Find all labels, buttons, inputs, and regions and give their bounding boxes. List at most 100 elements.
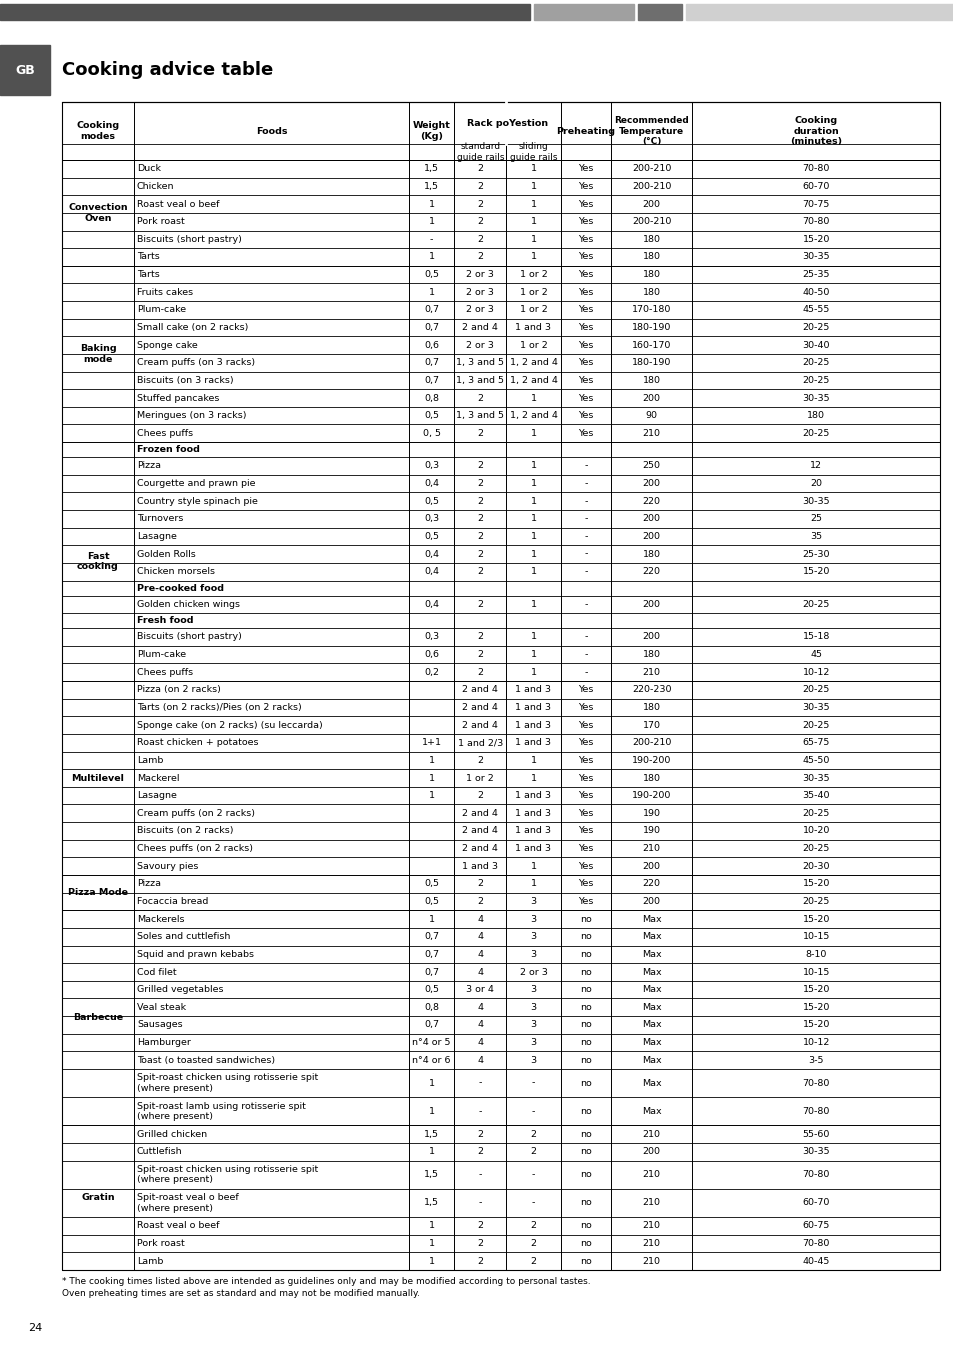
Text: Max: Max bbox=[641, 1038, 660, 1048]
Text: Savoury pies: Savoury pies bbox=[137, 861, 198, 871]
Text: 2: 2 bbox=[476, 182, 483, 190]
Text: 20-25: 20-25 bbox=[801, 721, 829, 729]
Text: Spit-roast chicken using rotisserie spit
(where present): Spit-roast chicken using rotisserie spit… bbox=[137, 1073, 318, 1092]
Text: 0,3: 0,3 bbox=[424, 632, 438, 641]
Text: Cooking
duration
(minutes): Cooking duration (minutes) bbox=[789, 116, 841, 146]
Text: 60-70: 60-70 bbox=[801, 182, 829, 190]
Text: 2: 2 bbox=[476, 394, 483, 402]
Text: 220: 220 bbox=[642, 567, 659, 576]
Text: Yes: Yes bbox=[578, 791, 593, 801]
Text: Yes: Yes bbox=[578, 861, 593, 871]
Text: Yes: Yes bbox=[578, 235, 593, 244]
Text: no: no bbox=[579, 1038, 591, 1048]
Text: Spit-roast veal o beef
(where present): Spit-roast veal o beef (where present) bbox=[137, 1193, 238, 1212]
Text: 1: 1 bbox=[530, 549, 536, 559]
Text: Biscuits (on 3 racks): Biscuits (on 3 racks) bbox=[137, 375, 233, 385]
Text: -: - bbox=[583, 549, 587, 559]
Text: 1: 1 bbox=[530, 879, 536, 888]
Text: 2 and 4: 2 and 4 bbox=[462, 844, 497, 853]
Text: 4: 4 bbox=[476, 1038, 483, 1048]
Text: 1: 1 bbox=[530, 429, 536, 437]
Text: 1, 2 and 4: 1, 2 and 4 bbox=[509, 375, 557, 385]
Text: 2 and 4: 2 and 4 bbox=[462, 721, 497, 729]
Text: 250: 250 bbox=[642, 462, 659, 470]
Text: no: no bbox=[579, 1003, 591, 1011]
Text: 210: 210 bbox=[642, 429, 659, 437]
Text: Grilled chicken: Grilled chicken bbox=[137, 1130, 207, 1139]
Text: 0,7: 0,7 bbox=[424, 968, 438, 976]
Text: 15-20: 15-20 bbox=[801, 567, 829, 576]
Text: no: no bbox=[579, 1239, 591, 1247]
Text: 1 and 3: 1 and 3 bbox=[515, 686, 551, 694]
Text: Max: Max bbox=[641, 986, 660, 994]
Text: 200: 200 bbox=[642, 394, 659, 402]
Text: 4: 4 bbox=[476, 1021, 483, 1030]
Text: 180: 180 bbox=[642, 375, 659, 385]
Text: no: no bbox=[579, 933, 591, 941]
Text: Fruits cakes: Fruits cakes bbox=[137, 288, 193, 297]
Text: 0,6: 0,6 bbox=[424, 651, 438, 659]
Text: 3: 3 bbox=[530, 933, 536, 941]
Text: 1: 1 bbox=[428, 756, 435, 765]
Text: 210: 210 bbox=[642, 844, 659, 853]
Text: 2 or 3: 2 or 3 bbox=[519, 968, 547, 976]
Text: Cooking
modes: Cooking modes bbox=[76, 122, 119, 140]
Text: Tarts (on 2 racks)/Pies (on 2 racks): Tarts (on 2 racks)/Pies (on 2 racks) bbox=[137, 703, 301, 711]
Text: 2: 2 bbox=[476, 1257, 483, 1266]
Text: Max: Max bbox=[641, 1056, 660, 1065]
Text: 1: 1 bbox=[530, 756, 536, 765]
Text: 45-50: 45-50 bbox=[801, 756, 829, 765]
Text: Yes: Yes bbox=[578, 412, 593, 420]
Text: Preheating: Preheating bbox=[556, 127, 615, 135]
Text: Yes: Yes bbox=[578, 323, 593, 332]
Text: 4: 4 bbox=[476, 1056, 483, 1065]
Text: 0, 5: 0, 5 bbox=[422, 429, 440, 437]
Text: 2: 2 bbox=[476, 252, 483, 262]
Text: 0,7: 0,7 bbox=[424, 305, 438, 315]
Text: Mackerels: Mackerels bbox=[137, 914, 184, 923]
Text: Fast
cooking: Fast cooking bbox=[77, 552, 119, 571]
Text: 210: 210 bbox=[642, 1257, 659, 1266]
Text: Chicken morsels: Chicken morsels bbox=[137, 567, 214, 576]
Text: Pizza: Pizza bbox=[137, 462, 161, 470]
Text: n°4 or 6: n°4 or 6 bbox=[412, 1056, 451, 1065]
Text: 15-20: 15-20 bbox=[801, 914, 829, 923]
Text: 180: 180 bbox=[642, 774, 659, 783]
Text: Grilled vegetables: Grilled vegetables bbox=[137, 986, 223, 994]
Text: 200: 200 bbox=[642, 599, 659, 609]
Text: 60-75: 60-75 bbox=[801, 1222, 829, 1230]
Text: 1: 1 bbox=[428, 774, 435, 783]
Text: Biscuits (on 2 racks): Biscuits (on 2 racks) bbox=[137, 826, 233, 836]
Text: 0,3: 0,3 bbox=[424, 514, 438, 524]
Text: Cuttlefish: Cuttlefish bbox=[137, 1148, 182, 1157]
Text: 30-40: 30-40 bbox=[801, 340, 829, 350]
Text: Sausages: Sausages bbox=[137, 1021, 182, 1030]
Text: Squid and prawn kebabs: Squid and prawn kebabs bbox=[137, 950, 253, 958]
Text: -: - bbox=[531, 1079, 535, 1088]
Text: 2: 2 bbox=[476, 567, 483, 576]
Text: 1,5: 1,5 bbox=[424, 1199, 438, 1207]
Text: no: no bbox=[579, 1079, 591, 1088]
Text: 2: 2 bbox=[476, 756, 483, 765]
Text: 0,5: 0,5 bbox=[424, 532, 438, 541]
Text: 200: 200 bbox=[642, 632, 659, 641]
Text: 1 or 2: 1 or 2 bbox=[519, 305, 547, 315]
Text: 0,2: 0,2 bbox=[424, 668, 438, 676]
Text: 15-20: 15-20 bbox=[801, 879, 829, 888]
Text: 2 or 3: 2 or 3 bbox=[466, 340, 494, 350]
Text: 3: 3 bbox=[530, 1038, 536, 1048]
Text: no: no bbox=[579, 1107, 591, 1116]
Text: 1 and 3: 1 and 3 bbox=[515, 703, 551, 711]
Text: 4: 4 bbox=[476, 914, 483, 923]
Text: 1: 1 bbox=[428, 791, 435, 801]
Text: Foods: Foods bbox=[255, 127, 287, 135]
Text: 0,7: 0,7 bbox=[424, 358, 438, 367]
Text: 30-35: 30-35 bbox=[801, 394, 829, 402]
Text: 210: 210 bbox=[642, 1239, 659, 1247]
Text: 1: 1 bbox=[428, 1079, 435, 1088]
Text: 30-35: 30-35 bbox=[801, 1148, 829, 1157]
Text: 170: 170 bbox=[642, 721, 659, 729]
Text: 180: 180 bbox=[642, 270, 659, 279]
Text: 200: 200 bbox=[642, 514, 659, 524]
Text: 4: 4 bbox=[476, 968, 483, 976]
